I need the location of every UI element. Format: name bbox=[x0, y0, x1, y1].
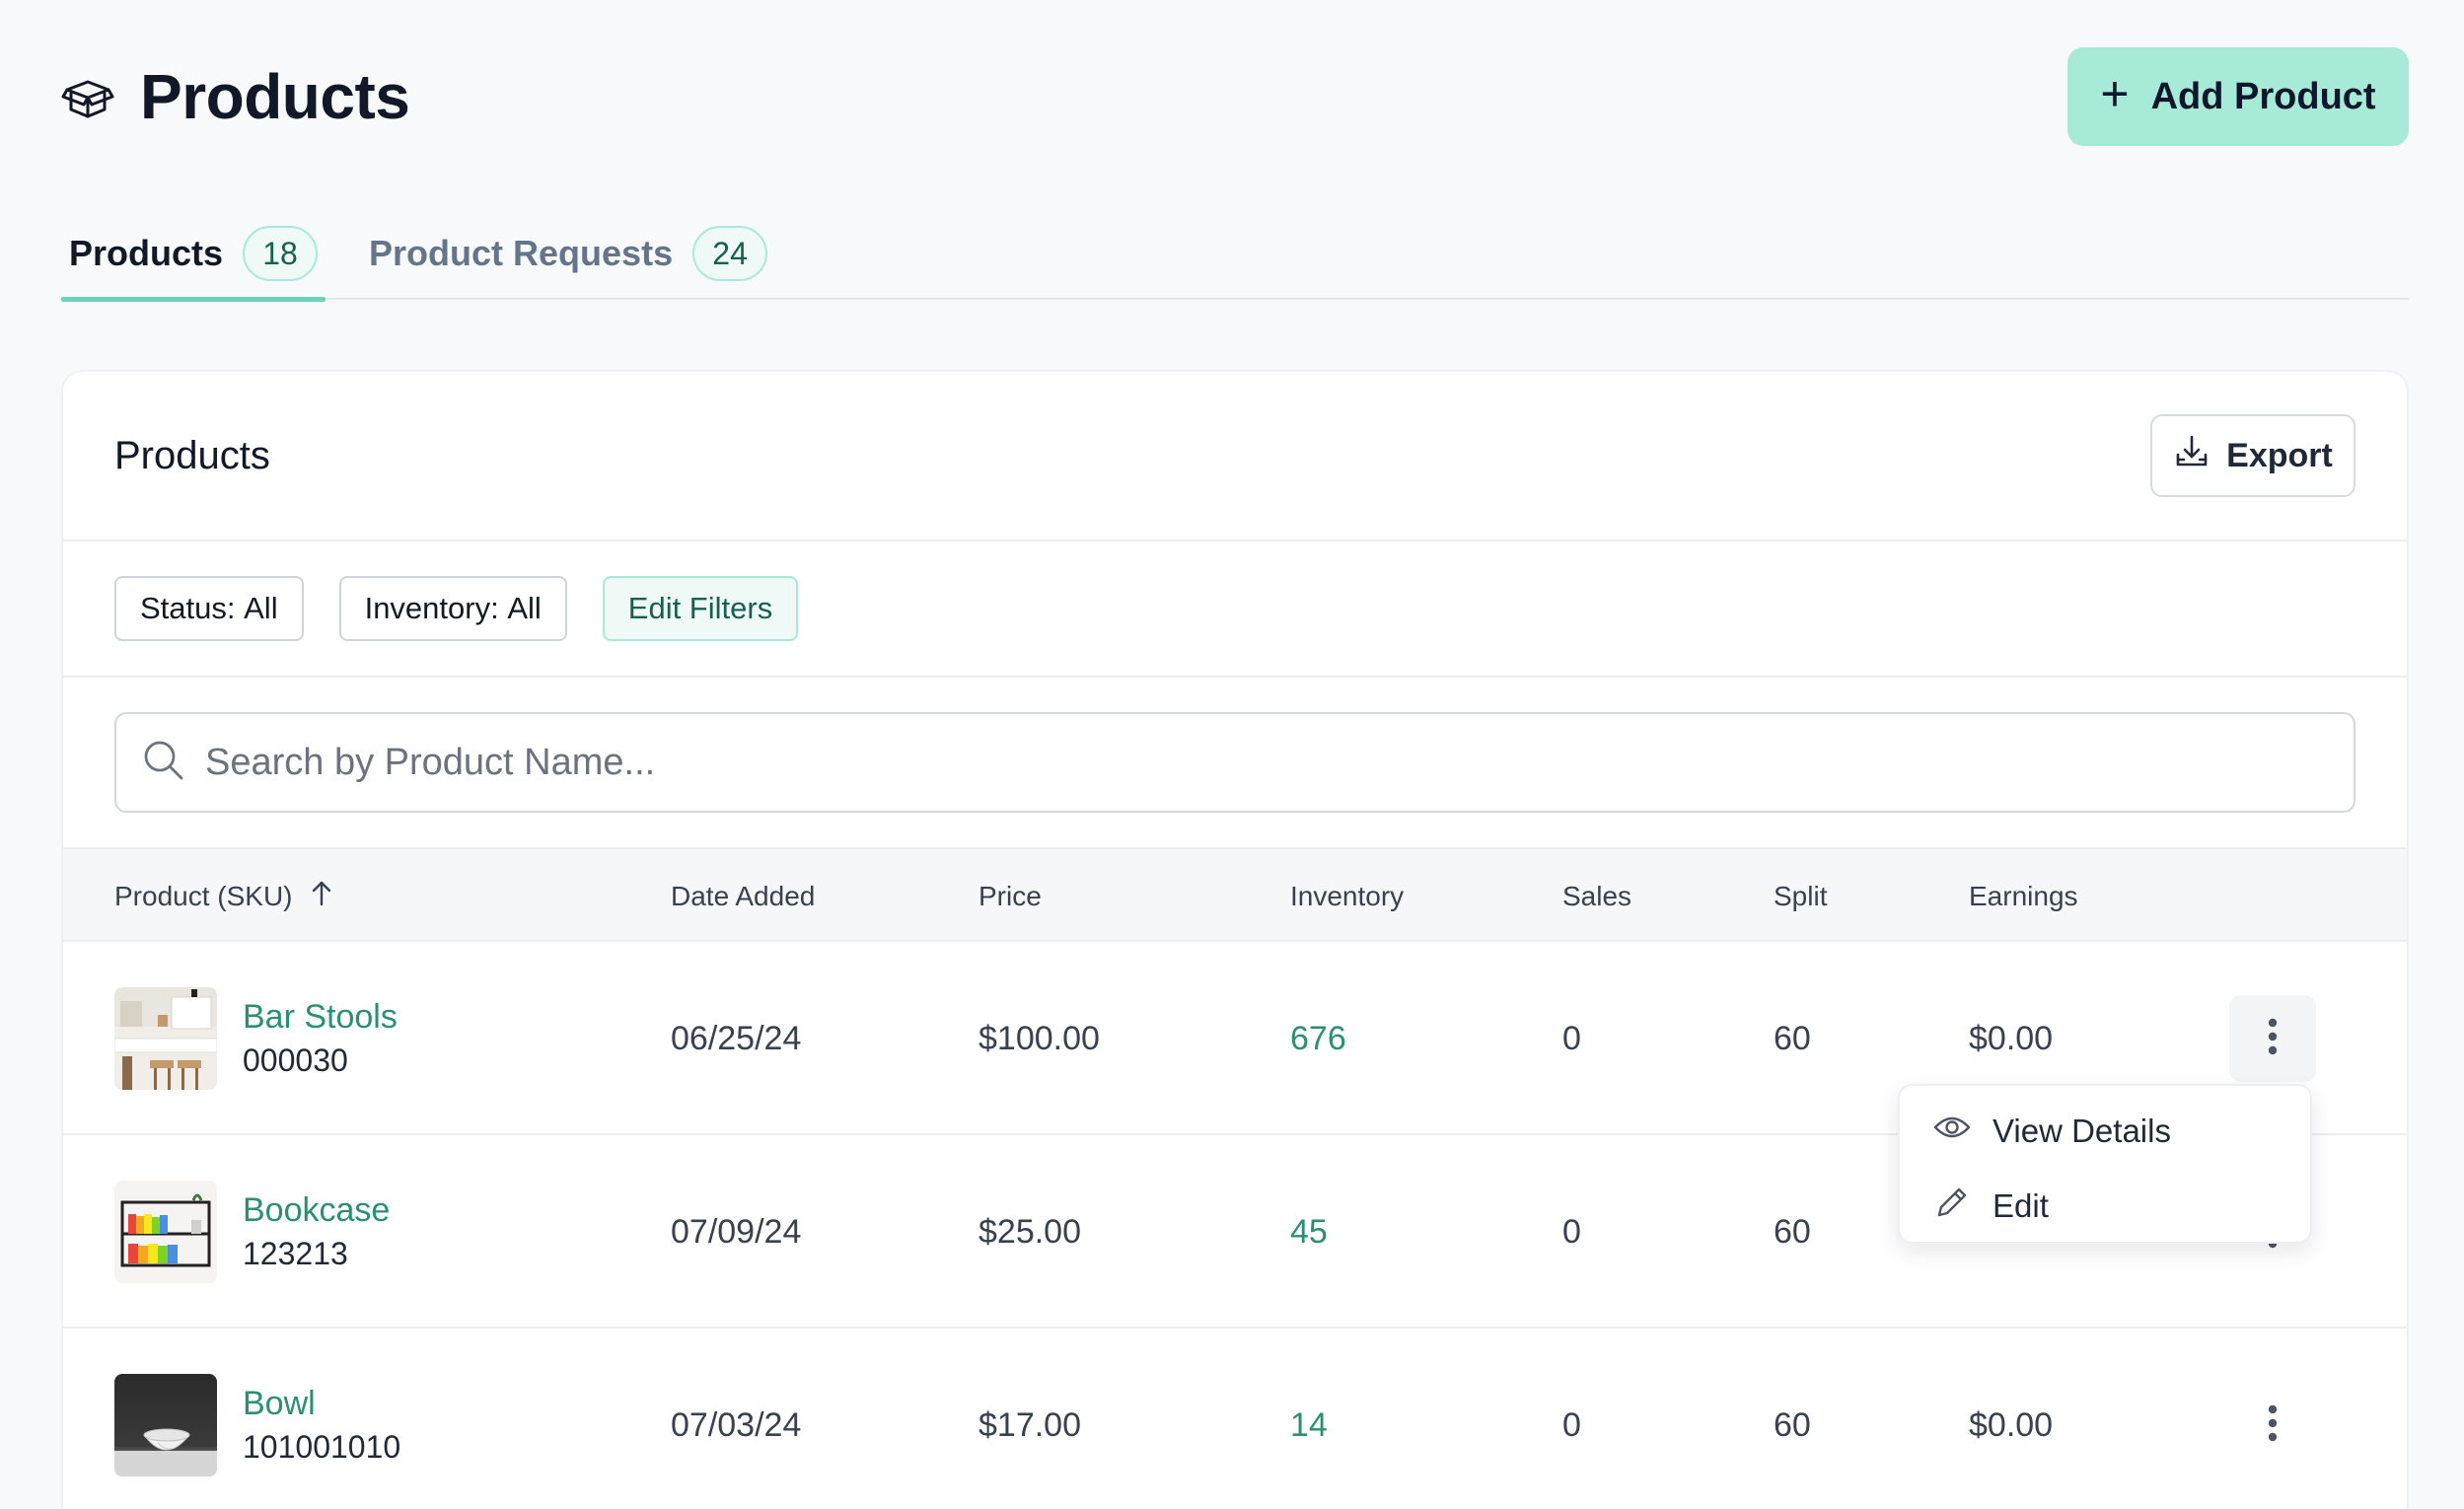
tab-label: Product Requests bbox=[369, 233, 674, 273]
product-sku: 000030 bbox=[243, 1042, 348, 1078]
add-product-label: Add Product bbox=[2150, 75, 2376, 117]
table-row[interactable]: Bar Stools 000030 06/25/24 $100.00 676 0… bbox=[63, 942, 2407, 1135]
title-group: Products bbox=[61, 60, 410, 133]
table-header: Product (SKU) Date Added Price Inventory… bbox=[63, 847, 2407, 942]
column-header-earnings[interactable]: Earnings bbox=[1969, 881, 2078, 911]
menu-item-view-details[interactable]: View Details bbox=[1900, 1094, 2310, 1169]
page-header: Products + Add Product bbox=[61, 47, 2409, 146]
more-vertical-icon bbox=[2267, 1403, 2279, 1448]
filter-key: Inventory: bbox=[364, 591, 499, 625]
plus-icon: + bbox=[2100, 66, 2130, 121]
split-cell: 60 bbox=[1774, 1405, 1811, 1444]
column-header-price[interactable]: Price bbox=[978, 881, 1042, 911]
table-row[interactable]: Bowl 101001010 07/03/24 $17.00 14 0 60 $… bbox=[63, 1329, 2407, 1509]
date-cell: 07/03/24 bbox=[671, 1405, 802, 1444]
export-label: Export bbox=[2226, 436, 2333, 474]
price-cell: $25.00 bbox=[978, 1212, 1081, 1251]
date-cell: 06/25/24 bbox=[671, 1019, 802, 1057]
filter-value: All bbox=[244, 591, 278, 625]
product-info: Bar Stools 000030 bbox=[243, 995, 398, 1082]
column-header-date[interactable]: Date Added bbox=[671, 881, 816, 911]
product-name-link[interactable]: Bar Stools bbox=[243, 998, 398, 1036]
product-thumbnail bbox=[114, 987, 217, 1090]
count-badge: 24 bbox=[692, 226, 768, 281]
product-sku: 123213 bbox=[243, 1236, 348, 1271]
filter-value: All bbox=[507, 591, 542, 625]
row-actions-button[interactable] bbox=[2229, 995, 2316, 1082]
column-header-split[interactable]: Split bbox=[1774, 881, 1828, 911]
menu-item-label: Edit bbox=[1993, 1187, 2049, 1224]
product-name-link[interactable]: Bowl bbox=[243, 1385, 316, 1422]
add-product-button[interactable]: + Add Product bbox=[2067, 47, 2409, 146]
menu-item-label: View Details bbox=[1993, 1113, 2171, 1149]
edit-filters-button[interactable]: Edit Filters bbox=[602, 576, 799, 641]
row-actions-menu: View Details Edit bbox=[1898, 1084, 2312, 1244]
search-row bbox=[63, 678, 2407, 847]
tab-bar: Products 18 Product Requests 24 bbox=[61, 207, 2409, 302]
search-input[interactable] bbox=[205, 741, 2328, 784]
product-sku: 101001010 bbox=[243, 1429, 401, 1465]
column-header-sales[interactable]: Sales bbox=[1562, 881, 1632, 911]
filter-bar: Status: All Inventory: All Edit Filters bbox=[63, 541, 2407, 678]
sales-cell: 0 bbox=[1562, 1405, 1581, 1444]
box-icon bbox=[61, 70, 114, 123]
card-title: Products bbox=[114, 433, 270, 477]
product-thumbnail bbox=[114, 1374, 217, 1476]
tab-label: Products bbox=[69, 233, 224, 273]
eye-icon bbox=[1933, 1113, 1971, 1150]
tab-products[interactable]: Products 18 bbox=[61, 207, 326, 302]
earnings-cell: $0.00 bbox=[1969, 1405, 2054, 1444]
table-row[interactable]: Bookcase 123213 07/09/24 $25.00 45 0 60 bbox=[63, 1135, 2407, 1329]
column-label: Product (SKU) bbox=[114, 881, 293, 911]
download-icon bbox=[2173, 433, 2210, 479]
search-box[interactable] bbox=[114, 712, 2355, 813]
product-info: Bookcase 123213 bbox=[243, 1188, 390, 1275]
inventory-cell[interactable]: 45 bbox=[1290, 1212, 1328, 1251]
status-filter[interactable]: Status: All bbox=[114, 576, 304, 641]
card-header: Products Export bbox=[63, 372, 2407, 541]
split-cell: 60 bbox=[1774, 1212, 1811, 1251]
count-badge: 18 bbox=[243, 226, 319, 281]
more-vertical-icon bbox=[2267, 1017, 2279, 1061]
sort-ascending-icon bbox=[309, 879, 334, 915]
column-header-product[interactable]: Product (SKU) bbox=[114, 849, 334, 944]
products-card: Products Export Status: All bbox=[61, 370, 2409, 1509]
product-info: Bowl 101001010 bbox=[243, 1382, 400, 1469]
menu-item-edit[interactable]: Edit bbox=[1900, 1169, 2310, 1244]
split-cell: 60 bbox=[1774, 1019, 1811, 1057]
pencil-icon bbox=[1933, 1186, 1971, 1227]
inventory-cell[interactable]: 676 bbox=[1290, 1019, 1346, 1057]
filter-key: Status: bbox=[140, 591, 236, 625]
product-name-link[interactable]: Bookcase bbox=[243, 1191, 391, 1229]
inventory-filter[interactable]: Inventory: All bbox=[338, 576, 567, 641]
product-cell: Bookcase 123213 bbox=[114, 1135, 390, 1329]
product-cell: Bowl 101001010 bbox=[114, 1329, 400, 1509]
sales-cell: 0 bbox=[1562, 1212, 1581, 1251]
search-icon bbox=[142, 739, 185, 787]
page-title: Products bbox=[140, 61, 410, 132]
tab-product-requests[interactable]: Product Requests 24 bbox=[361, 207, 775, 300]
column-header-inventory[interactable]: Inventory bbox=[1290, 881, 1405, 911]
product-thumbnail bbox=[114, 1181, 217, 1283]
row-actions-button[interactable] bbox=[2229, 1382, 2316, 1469]
price-cell: $17.00 bbox=[978, 1405, 1081, 1444]
date-cell: 07/09/24 bbox=[671, 1212, 802, 1251]
sales-cell: 0 bbox=[1562, 1019, 1581, 1057]
product-cell: Bar Stools 000030 bbox=[114, 942, 398, 1135]
inventory-cell[interactable]: 14 bbox=[1290, 1405, 1328, 1444]
earnings-cell: $0.00 bbox=[1969, 1019, 2054, 1057]
export-button[interactable]: Export bbox=[2150, 414, 2355, 497]
price-cell: $100.00 bbox=[978, 1019, 1100, 1057]
